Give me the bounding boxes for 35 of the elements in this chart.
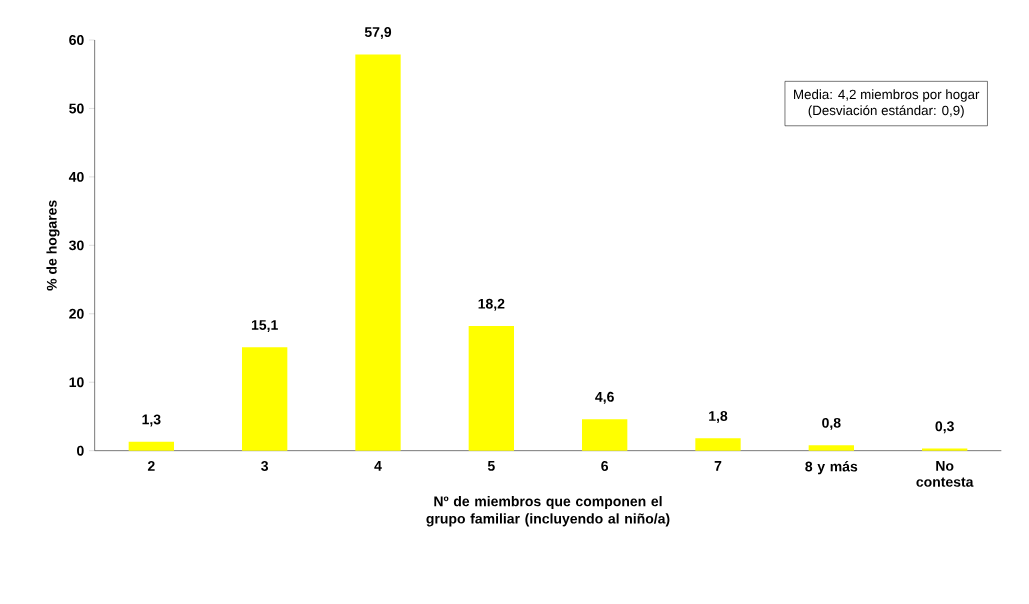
- bar: [355, 54, 401, 451]
- data-label: 1,3: [142, 414, 161, 427]
- data-label: 18,2: [478, 298, 505, 311]
- x-tick-label: No contesta: [916, 461, 974, 487]
- bar: [242, 347, 288, 451]
- bar: [582, 419, 628, 451]
- annotation: (Desviación estándar: 0,9): [808, 105, 964, 118]
- bar: [128, 441, 174, 451]
- y-axis-title: % de hogares: [46, 200, 60, 291]
- bar: [468, 326, 514, 451]
- bar: [922, 448, 968, 451]
- x-tick-label: 5: [487, 461, 495, 471]
- y-tick-label: 0: [77, 445, 84, 456]
- y-tick-label: 50: [69, 103, 84, 114]
- y-tick-label: 20: [69, 308, 84, 319]
- annotation: Media: 4,2 miembros por hogar: [794, 89, 980, 102]
- x-axis-title: Nº de miembros que componen el grupo familiar (incluyendo al niño/a): [426, 495, 670, 527]
- data-label: 1,8: [709, 411, 728, 423]
- x-tick-label: 6: [601, 461, 609, 471]
- y-tick-label: 30: [69, 240, 84, 251]
- y-tick-label: 10: [69, 377, 84, 388]
- y-tick-label: 60: [69, 35, 84, 45]
- bar: [695, 438, 741, 451]
- data-label: 57,9: [364, 27, 392, 40]
- data-label: 4,6: [595, 391, 614, 404]
- x-tick-label: 2: [147, 461, 155, 471]
- x-tick-label: 7: [714, 461, 722, 471]
- bar: [808, 445, 854, 451]
- x-tick-label: 4: [374, 461, 382, 471]
- x-tick-label: 8 y más: [805, 461, 858, 475]
- data-label: 0,8: [822, 417, 841, 430]
- y-tick-label: 40: [68, 171, 84, 182]
- data-label: 15,1: [251, 320, 278, 332]
- data-label: 0,3: [935, 421, 954, 434]
- x-tick-label: 3: [261, 461, 269, 472]
